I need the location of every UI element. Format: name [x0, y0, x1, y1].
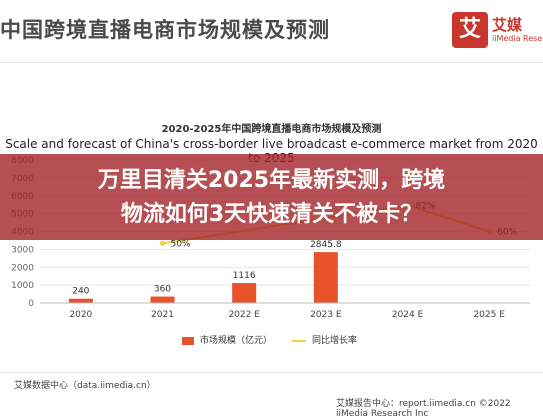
- headline-line-2: 物流如何3天快速清关不被卡？: [120, 202, 423, 227]
- headline-line-1: 万里目清关2025年最新实测，跨境: [97, 168, 446, 193]
- page-title: 中国跨境直播电商市场规模及预测: [0, 18, 330, 42]
- y-tick-label: 2000: [11, 263, 34, 273]
- legend-bar-label: 市场规模（亿元）: [200, 336, 273, 346]
- x-tick-label: 2023 E: [310, 310, 342, 320]
- y-tick-label: 0: [28, 299, 34, 309]
- logo-subtitle: iiMedia Research: [492, 34, 543, 43]
- bar-value-label: 360: [154, 285, 171, 295]
- legend-line-swatch: [292, 339, 306, 342]
- bar: [232, 283, 257, 303]
- footer-divider: [0, 372, 543, 373]
- chart-page: 中国跨境直播电商市场规模及预测 艾 艾媒 iiMedia Research 20…: [0, 12, 543, 419]
- x-tick-label: 2021: [151, 310, 174, 320]
- x-tick-label: 2024 E: [392, 310, 424, 320]
- y-tick-label: 3000: [11, 245, 34, 255]
- legend-bar: 市场规模（亿元）: [182, 333, 272, 346]
- headline-banner: [0, 154, 543, 240]
- bar-value-label: 240: [72, 287, 89, 297]
- legend-line-label: 同比增长率: [312, 336, 358, 346]
- headline-text: 万里目清关2025年最新实测，跨境 物流如何3天快速清关不被卡？: [0, 164, 543, 232]
- iimedia-logo: 艾: [452, 12, 488, 48]
- legend-bar-swatch: [182, 336, 194, 345]
- bar: [150, 296, 175, 303]
- footer-source: 艾媒数据中心（data.iimedia.cn）: [14, 381, 156, 391]
- x-tick-label: 2022 E: [228, 310, 260, 320]
- bar: [68, 298, 93, 303]
- logo-name: 艾媒: [492, 16, 523, 34]
- header-divider: [0, 62, 543, 63]
- x-tick-label: 2025 E: [473, 310, 505, 320]
- legend-line: 同比增长率: [292, 333, 357, 346]
- chart-title-cn: 2020-2025年中国跨境直播电商市场规模及预测: [161, 124, 382, 135]
- y-tick-label: 1000: [11, 281, 34, 291]
- bar-value-label: 1116: [233, 271, 256, 281]
- growth-value-label: 50%: [170, 239, 190, 249]
- x-tick-label: 2020: [69, 310, 92, 320]
- bar-value-label: 2845.8: [310, 240, 342, 250]
- bar: [313, 252, 338, 303]
- growth-point: [160, 240, 165, 246]
